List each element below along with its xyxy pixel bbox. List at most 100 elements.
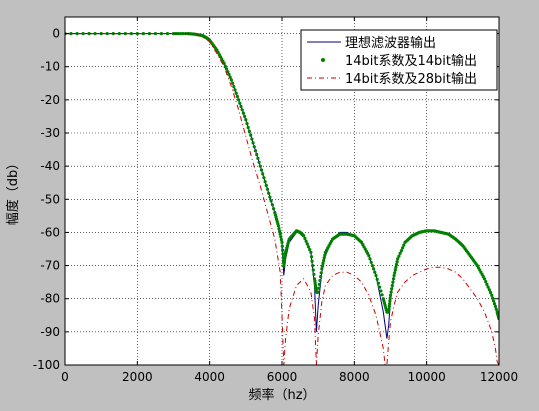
series-2-point	[393, 271, 397, 275]
series-2-point	[234, 91, 238, 95]
axis-ticks: 0 2000 4000 6000 8000 10000 12000 0 -10 -20 -30 -40…	[33, 17, 518, 384]
series-2-point	[247, 129, 251, 133]
series-2-point	[153, 31, 157, 36]
series-2-point	[387, 304, 391, 308]
series-2-point	[256, 156, 260, 160]
legend-box	[300, 29, 498, 91]
series-2-point	[176, 31, 180, 36]
series-2-point	[105, 31, 109, 36]
series-2-point	[390, 283, 394, 288]
series-2-point	[397, 254, 401, 258]
legend-entry-3: 14bit系数及28bit输出	[345, 71, 477, 87]
series-2-point	[394, 265, 398, 269]
x-tick-label: 4000	[194, 370, 225, 384]
series-2-point	[278, 229, 282, 233]
series-2-point	[252, 145, 256, 149]
series-2-point	[257, 160, 261, 164]
series-2-point	[276, 224, 280, 228]
series-2-point	[261, 172, 265, 176]
series-2-point	[117, 31, 121, 36]
series-2-point	[249, 133, 253, 137]
series-2-point	[380, 293, 384, 297]
series-2-point	[302, 234, 306, 238]
series-2-point	[372, 267, 376, 271]
series-2-point	[224, 67, 229, 71]
series-2-point	[259, 168, 264, 172]
series-2-point	[375, 277, 379, 281]
y-tick-label: 0	[52, 27, 60, 41]
series-2-point	[493, 304, 497, 308]
series-2-point	[322, 256, 326, 260]
y-tick-label: -80	[40, 292, 60, 306]
series-2-point	[388, 299, 392, 303]
series-2-point	[245, 122, 249, 126]
series-2-point	[277, 227, 281, 231]
series-2-point	[255, 152, 259, 157]
series-2-point	[305, 242, 309, 246]
series-2-point	[165, 31, 170, 36]
series-2-point	[323, 253, 327, 257]
y-tick-label: -20	[40, 93, 60, 107]
y-axis-label: 幅度（db）	[5, 157, 21, 226]
y-tick-label: -10	[40, 60, 60, 74]
y-tick-label: -60	[40, 225, 60, 239]
series-2-point	[244, 118, 248, 122]
legend-marker-2	[321, 58, 325, 62]
series-2-point	[398, 251, 402, 255]
y-tick-label: -70	[40, 259, 60, 273]
series-2-point	[267, 191, 271, 195]
series-2-point	[487, 288, 491, 292]
series-2-point	[492, 302, 497, 306]
series-2-point	[237, 98, 241, 102]
x-tick-label: 10000	[408, 370, 446, 384]
series-2-point	[238, 101, 242, 105]
series-2-point	[491, 296, 495, 300]
series-2-point	[304, 239, 308, 243]
series-2-point	[317, 286, 321, 290]
y-tick-label: -40	[40, 159, 60, 173]
series-2-markers	[65, 31, 499, 321]
series-2-point	[312, 272, 316, 276]
series-2-point	[320, 267, 324, 271]
series-2-point	[388, 296, 392, 300]
series-2-point	[279, 238, 283, 242]
series-2-point	[265, 187, 270, 191]
series-2-point	[240, 108, 244, 112]
series-2-point	[232, 85, 236, 89]
series-2-point	[179, 31, 183, 36]
series-2-point	[316, 290, 320, 294]
series-2-point	[388, 293, 393, 297]
series-2-point	[279, 235, 283, 239]
series-2-point	[181, 31, 185, 36]
series-2-point	[388, 302, 392, 306]
series-2-point	[402, 243, 406, 247]
y-tick-label: -90	[40, 325, 60, 339]
x-axis-label: 频率（hz）	[248, 387, 315, 403]
x-tick-label: 0	[61, 370, 69, 384]
series-2-point	[241, 111, 245, 115]
series-2-point	[395, 260, 399, 264]
series-2-point	[281, 248, 285, 252]
series-2-point	[389, 290, 393, 294]
series-2-point	[394, 262, 399, 267]
series-2-point	[319, 271, 323, 275]
series-2-point	[378, 285, 382, 289]
series-2-point	[268, 195, 272, 199]
x-tick-label: 6000	[267, 370, 298, 384]
series-2-point	[391, 277, 396, 281]
series-2-point	[319, 275, 323, 279]
x-tick-label: 12000	[480, 370, 518, 384]
series-2-point	[320, 264, 324, 268]
series-2-point	[309, 255, 314, 259]
series-2-point	[485, 282, 489, 286]
series-2-point	[141, 31, 145, 36]
series-2-point	[391, 280, 395, 284]
series-2-point	[489, 291, 493, 295]
series-2-point	[482, 277, 487, 281]
series-2-point	[231, 81, 235, 85]
series-2-point	[311, 268, 315, 272]
series-2-point	[486, 285, 490, 289]
series-2-point	[281, 252, 285, 256]
series-2-point	[81, 31, 85, 36]
series-2-point	[492, 299, 496, 303]
